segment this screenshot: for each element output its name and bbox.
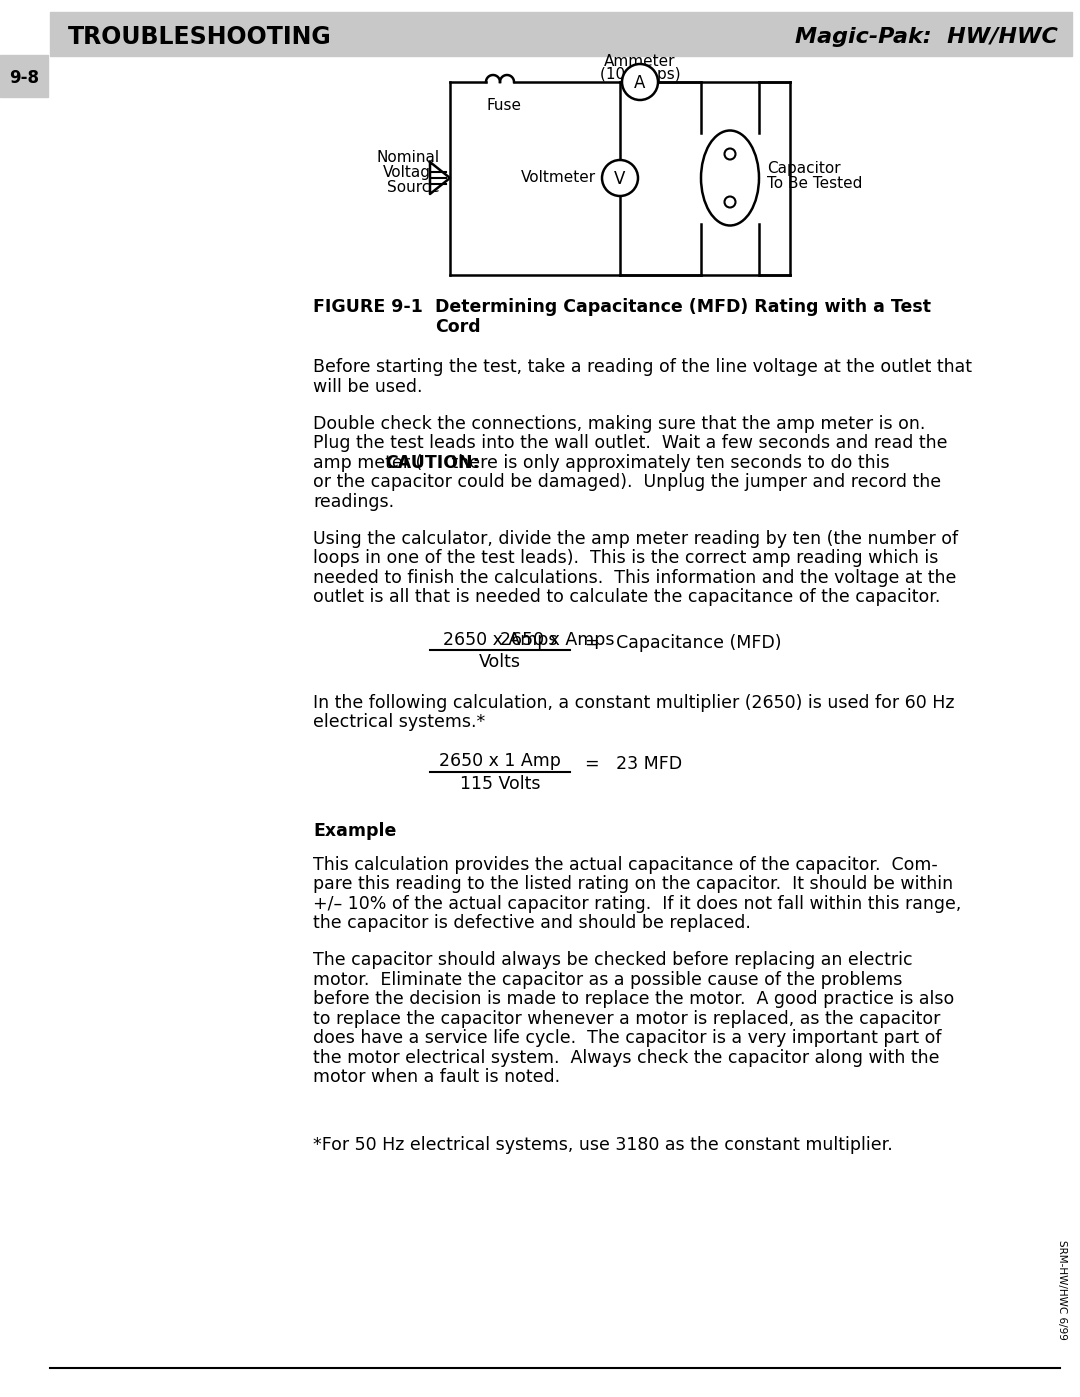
Text: V: V [615,170,625,189]
Text: Volts: Volts [480,654,521,672]
Text: Capacitor: Capacitor [767,161,840,176]
Text: Cord: Cord [435,317,481,335]
Text: before the decision is made to replace the motor.  A good practice is also: before the decision is made to replace t… [313,990,955,1009]
Text: will be used.: will be used. [313,377,422,395]
Text: loops in one of the test leads).  This is the correct amp reading which is: loops in one of the test leads). This is… [313,549,939,567]
Text: Example: Example [313,823,396,841]
Text: there is only approximately ten seconds to do this: there is only approximately ten seconds … [446,454,890,472]
Text: amp meter (: amp meter ( [313,454,422,472]
Text: motor when a fault is noted.: motor when a fault is noted. [313,1069,561,1087]
Polygon shape [430,162,450,194]
Text: Using the calculator, divide the amp meter reading by ten (the number of: Using the calculator, divide the amp met… [313,529,958,548]
Text: Source: Source [388,180,440,196]
Text: does have a service life cycle.  The capacitor is a very important part of: does have a service life cycle. The capa… [313,1030,942,1048]
Text: Determining Capacitance (MFD) Rating with a Test: Determining Capacitance (MFD) Rating wit… [435,298,931,316]
Text: (10 Loops): (10 Loops) [599,67,680,82]
Text: Voltmeter: Voltmeter [521,170,596,186]
Text: Before starting the test, take a reading of the line voltage at the outlet that: Before starting the test, take a reading… [313,358,972,376]
Text: To Be Tested: To Be Tested [767,176,862,191]
Text: In the following calculation, a constant multiplier (2650) is used for 60 Hz: In the following calculation, a constant… [313,693,955,711]
Text: 2650 x Amps: 2650 x Amps [500,631,615,650]
Text: Nominal: Nominal [377,151,440,165]
Text: TROUBLESHOOTING: TROUBLESHOOTING [68,25,332,49]
Text: Magic-Pak:  HW/HWC: Magic-Pak: HW/HWC [795,27,1058,47]
Text: Ammeter: Ammeter [604,54,676,70]
Text: Plug the test leads into the wall outlet.  Wait a few seconds and read the: Plug the test leads into the wall outlet… [313,434,947,453]
Ellipse shape [701,130,759,225]
Text: 2650 x Amps: 2650 x Amps [443,631,557,650]
Text: Voltage: Voltage [382,165,440,180]
Text: The capacitor should always be checked before replacing an electric: The capacitor should always be checked b… [313,951,913,970]
Text: pare this reading to the listed rating on the capacitor.  It should be within: pare this reading to the listed rating o… [313,875,954,893]
Text: 2650 x 1 Amp: 2650 x 1 Amp [440,752,561,770]
Text: Double check the connections, making sure that the amp meter is on.: Double check the connections, making sur… [313,415,926,433]
Text: 115 Volts: 115 Volts [460,774,540,792]
Circle shape [602,161,638,196]
Text: motor.  Eliminate the capacitor as a possible cause of the problems: motor. Eliminate the capacitor as a poss… [313,971,903,989]
Text: the motor electrical system.  Always check the capacitor along with the: the motor electrical system. Always chec… [313,1049,940,1067]
Text: Fuse: Fuse [487,98,522,113]
Text: +/– 10% of the actual capacitor rating.  If it does not fall within this range,: +/– 10% of the actual capacitor rating. … [313,894,961,912]
Text: electrical systems.*: electrical systems.* [313,712,485,731]
Text: A: A [634,74,646,92]
Text: needed to finish the calculations.  This information and the voltage at the: needed to finish the calculations. This … [313,569,957,587]
Bar [0,54,48,96]
Text: readings.: readings. [313,493,394,510]
Text: to replace the capacitor whenever a motor is replaced, as the capacitor: to replace the capacitor whenever a moto… [313,1010,941,1028]
Text: 9-8: 9-8 [9,68,39,87]
Text: =   23 MFD: = 23 MFD [585,754,683,773]
Text: *For 50 Hz electrical systems, use 3180 as the constant multiplier.: *For 50 Hz electrical systems, use 3180 … [313,1136,893,1154]
Text: FIGURE 9-1: FIGURE 9-1 [313,298,423,316]
Text: SRM-HW/HWC 6/99: SRM-HW/HWC 6/99 [1057,1241,1067,1340]
Text: CAUTION:: CAUTION: [386,454,480,472]
Circle shape [622,64,658,101]
Text: =   Capacitance (MFD): = Capacitance (MFD) [585,634,782,652]
Bar [50,13,1072,56]
Text: the capacitor is defective and should be replaced.: the capacitor is defective and should be… [313,914,751,932]
Text: or the capacitor could be damaged).  Unplug the jumper and record the: or the capacitor could be damaged). Unpl… [313,474,941,492]
Text: outlet is all that is needed to calculate the capacitance of the capacitor.: outlet is all that is needed to calculat… [313,588,941,606]
Text: This calculation provides the actual capacitance of the capacitor.  Com-: This calculation provides the actual cap… [313,855,937,873]
